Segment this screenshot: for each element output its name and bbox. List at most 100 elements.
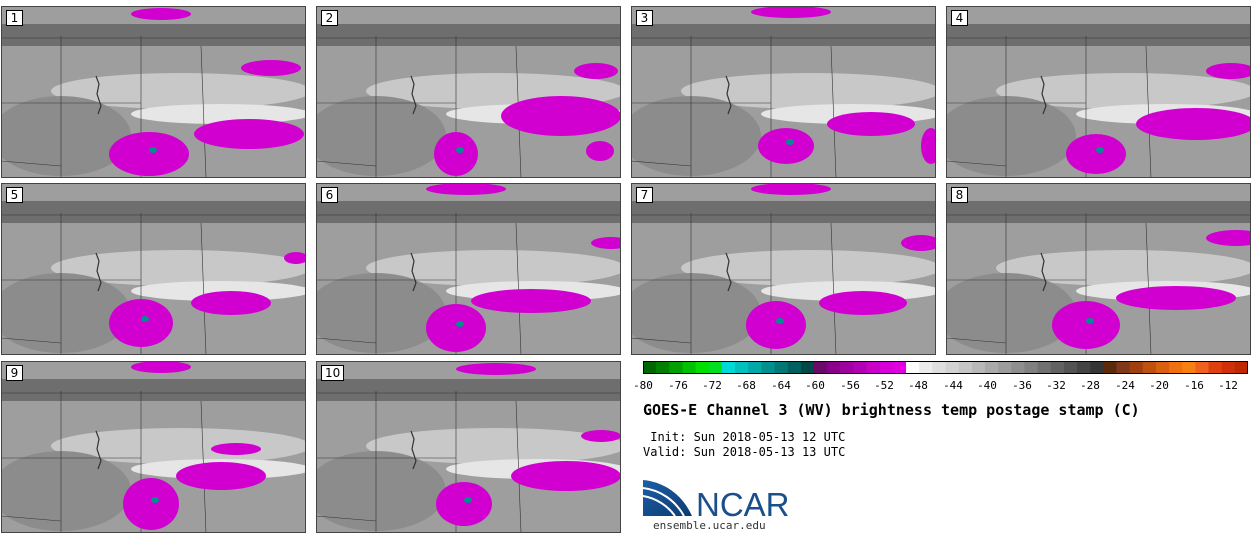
colorbar-tick: -20 bbox=[1149, 379, 1169, 392]
magenta-region bbox=[586, 141, 614, 161]
river bbox=[410, 75, 417, 115]
dark-band bbox=[946, 201, 1251, 223]
colorbar-swatch bbox=[708, 361, 723, 374]
magenta-region bbox=[819, 291, 907, 315]
dark-band bbox=[1, 201, 306, 223]
dark-band bbox=[316, 24, 621, 46]
magenta-region bbox=[921, 128, 936, 164]
colorbar-swatch bbox=[669, 361, 683, 374]
teal-spot bbox=[464, 497, 472, 503]
magenta-region bbox=[591, 237, 621, 249]
light-band bbox=[366, 428, 621, 464]
colorbar-swatch bbox=[840, 361, 854, 374]
colorbar-swatch bbox=[800, 361, 815, 374]
colorbar-swatch bbox=[932, 361, 946, 374]
colorbar-swatch bbox=[984, 361, 999, 374]
state-borders bbox=[1, 391, 306, 533]
light-band bbox=[996, 250, 1251, 286]
magenta-region bbox=[1066, 134, 1126, 174]
teal-spot bbox=[1096, 147, 1104, 153]
state-borders bbox=[631, 36, 936, 178]
gray-region bbox=[316, 96, 446, 176]
panel-frame bbox=[316, 6, 621, 178]
satellite-image bbox=[1, 183, 306, 355]
state-borders bbox=[316, 213, 621, 355]
panel-frame bbox=[1, 6, 306, 178]
colorbar-swatch bbox=[1169, 361, 1183, 374]
dark-band bbox=[631, 24, 936, 46]
dark-band bbox=[1, 379, 306, 401]
panel-frame bbox=[946, 6, 1251, 178]
magenta-region bbox=[123, 478, 179, 530]
colorbar-swatch bbox=[748, 361, 762, 374]
river bbox=[410, 430, 417, 470]
ncar-logo: NCAR bbox=[642, 480, 790, 523]
state-borders bbox=[946, 36, 1251, 178]
magenta-region bbox=[574, 63, 618, 79]
postage-stamp-5: 5 bbox=[1, 183, 306, 355]
gray-region bbox=[631, 273, 761, 353]
colorbar-swatch bbox=[1234, 361, 1248, 374]
panel-frame bbox=[1, 183, 306, 355]
magenta-region bbox=[426, 183, 506, 195]
magenta-region bbox=[176, 462, 266, 490]
postage-stamp-3: 3 bbox=[631, 6, 936, 178]
magenta-region bbox=[827, 112, 915, 136]
magenta-region bbox=[456, 363, 536, 375]
magenta-region bbox=[109, 299, 173, 347]
satellite-image bbox=[946, 6, 1251, 178]
light-band bbox=[366, 250, 621, 286]
river bbox=[1040, 75, 1047, 115]
magenta-region bbox=[284, 252, 306, 264]
magenta-region bbox=[581, 430, 621, 442]
colorbar-swatch bbox=[1208, 361, 1223, 374]
gray-region bbox=[1, 273, 131, 353]
colorbar-tick: -80 bbox=[633, 379, 653, 392]
panel-number: 1 bbox=[6, 10, 23, 26]
colorbar-swatch bbox=[695, 361, 710, 374]
river bbox=[95, 430, 102, 470]
teal-spot bbox=[149, 147, 157, 153]
gray-region bbox=[631, 96, 761, 176]
light-band bbox=[51, 73, 306, 109]
river bbox=[725, 75, 732, 115]
teal-spot bbox=[1086, 318, 1094, 324]
panel-number: 8 bbox=[951, 187, 968, 203]
colorbar-tick: -40 bbox=[977, 379, 997, 392]
colorbar-swatch bbox=[1011, 361, 1025, 374]
postage-stamp-9: 9 bbox=[1, 361, 306, 533]
colorbar-swatch bbox=[1116, 361, 1131, 374]
postage-stamp-10: 10 bbox=[316, 361, 621, 533]
colorbar-swatch bbox=[892, 361, 907, 374]
figure-title: GOES-E Channel 3 (WV) brightness temp po… bbox=[643, 401, 1140, 419]
panel-number: 9 bbox=[6, 365, 23, 381]
colorbar-swatch bbox=[1129, 361, 1144, 374]
colorbar-swatch bbox=[721, 361, 736, 374]
colorbar-swatch bbox=[1221, 361, 1236, 374]
satellite-image bbox=[316, 183, 621, 355]
gray-region bbox=[946, 96, 1076, 176]
colorbar-swatch bbox=[827, 361, 841, 374]
light-band bbox=[51, 250, 306, 286]
logo-text: NCAR bbox=[696, 486, 790, 523]
colorbar-swatch bbox=[945, 361, 960, 374]
panel-number: 6 bbox=[321, 187, 338, 203]
magenta-region bbox=[131, 8, 191, 20]
gray-region bbox=[1, 451, 131, 531]
magenta-region bbox=[241, 60, 301, 76]
colorbar-swatch bbox=[998, 361, 1012, 374]
teal-spot bbox=[151, 497, 159, 503]
magenta-region bbox=[511, 461, 621, 491]
colorbar-tick: -68 bbox=[736, 379, 756, 392]
postage-stamp-4: 4 bbox=[946, 6, 1251, 178]
colorbar-swatch bbox=[813, 361, 828, 374]
river bbox=[95, 75, 102, 115]
panel-number: 7 bbox=[636, 187, 653, 203]
postage-stamp-8: 8 bbox=[946, 183, 1251, 355]
colorbar-swatch bbox=[853, 361, 868, 374]
dark-band bbox=[316, 201, 621, 223]
state-borders bbox=[316, 391, 621, 533]
dark-band bbox=[946, 24, 1251, 46]
postage-stamp-6: 6 bbox=[316, 183, 621, 355]
colorbar-tick: -12 bbox=[1218, 379, 1238, 392]
